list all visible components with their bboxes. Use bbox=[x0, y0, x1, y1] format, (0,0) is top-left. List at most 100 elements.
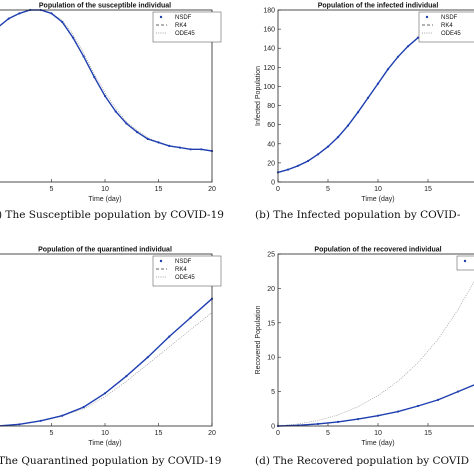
x-axis-label: Time (day) bbox=[361, 440, 394, 447]
x-tick-label: 15 bbox=[424, 430, 432, 437]
y-tick-label: 100 bbox=[263, 84, 275, 91]
chart-title: Population of the recovered individual bbox=[314, 247, 441, 254]
data-point-nsdf bbox=[306, 159, 310, 163]
data-point-nsdf bbox=[436, 398, 440, 401]
data-point-nsdf bbox=[346, 124, 350, 127]
x-axis-label: Time (day) bbox=[361, 196, 394, 203]
data-point-nsdf bbox=[93, 76, 96, 79]
x-tick-label: 10 bbox=[374, 430, 382, 437]
series-line-ode45 bbox=[0, 312, 213, 427]
data-point-nsdf bbox=[178, 146, 181, 149]
data-point-nsdf bbox=[316, 422, 320, 425]
y-tick-label: 5 bbox=[271, 389, 275, 396]
data-point-nsdf bbox=[356, 418, 360, 421]
data-point-nsdf bbox=[316, 153, 320, 156]
x-tick-label: 5 bbox=[50, 186, 54, 193]
y-tick-label: 120 bbox=[263, 65, 275, 72]
data-point-nsdf bbox=[396, 410, 400, 413]
legend-marker-nsdf bbox=[159, 259, 163, 263]
data-point-nsdf bbox=[103, 94, 107, 98]
x-tick-label: 0 bbox=[276, 430, 280, 437]
y-tick-label: 15 bbox=[267, 320, 275, 327]
legend-entry: RK4 bbox=[441, 23, 453, 29]
legend-entry: RK4 bbox=[175, 23, 187, 29]
legend-entry: NSDF bbox=[175, 259, 192, 265]
data-point-nsdf bbox=[146, 137, 149, 141]
data-point-nsdf bbox=[456, 390, 460, 393]
data-point-nsdf bbox=[136, 131, 139, 134]
chart-panel-1: Population of the susceptible individual… bbox=[0, 3, 224, 221]
data-point-nsdf bbox=[50, 12, 53, 15]
data-point-nsdf bbox=[376, 82, 380, 85]
x-tick-label: 10 bbox=[101, 186, 109, 193]
series-line-nsdf bbox=[277, 384, 474, 427]
x-tick-label: 5 bbox=[326, 186, 330, 193]
chart-title: Population of the infected individual bbox=[318, 3, 439, 10]
data-point-nsdf bbox=[125, 122, 128, 125]
y-tick-label: 80 bbox=[267, 103, 275, 110]
x-tick-label: 15 bbox=[155, 430, 163, 437]
data-point-nsdf bbox=[82, 406, 85, 409]
data-point-nsdf bbox=[157, 141, 160, 144]
subfigure-caption: (b) The Infected population by COVID- bbox=[255, 209, 461, 221]
data-point-nsdf bbox=[416, 36, 420, 39]
x-tick-label: 15 bbox=[155, 186, 163, 193]
y-tick-label: 140 bbox=[263, 46, 275, 53]
data-point-nsdf bbox=[7, 17, 10, 20]
plot-frame bbox=[277, 253, 474, 427]
legend-marker-nsdf bbox=[425, 15, 429, 19]
legend-entry: NSDF bbox=[175, 15, 192, 21]
y-tick-label: 25 bbox=[267, 252, 275, 259]
data-point-nsdf bbox=[326, 145, 330, 148]
data-point-nsdf bbox=[71, 36, 74, 39]
y-tick-label: 20 bbox=[267, 160, 275, 167]
legend-entry: ODE45 bbox=[175, 275, 195, 281]
data-point-nsdf bbox=[146, 356, 149, 359]
data-point-nsdf bbox=[336, 136, 340, 139]
legend-entry: ODE45 bbox=[441, 31, 461, 37]
series-line-rk4 bbox=[277, 19, 474, 173]
legend-marker-nsdf bbox=[159, 15, 163, 19]
data-point-nsdf bbox=[114, 110, 117, 113]
data-point-nsdf bbox=[296, 164, 300, 167]
x-tick-label: 20 bbox=[208, 186, 216, 193]
x-tick-label: 15 bbox=[424, 186, 432, 193]
legend-marker-nsdf bbox=[463, 259, 467, 263]
chart-title: Population of the quarantined individual bbox=[38, 247, 172, 254]
series-line-nsdf bbox=[0, 298, 213, 427]
data-point-nsdf bbox=[286, 168, 290, 171]
legend-box bbox=[152, 11, 222, 43]
y-tick-label: 60 bbox=[267, 122, 275, 129]
x-tick-label: 0 bbox=[276, 186, 280, 193]
series-line-nsdf bbox=[277, 19, 474, 174]
data-point-nsdf bbox=[82, 55, 85, 58]
chart-panel-4: Population of the recovered individual 0 5… bbox=[255, 247, 474, 467]
y-tick-label: 180 bbox=[263, 8, 275, 15]
subfigure-caption: ) The Susceptible population by COVID-19 bbox=[0, 209, 224, 221]
x-tick-label: 5 bbox=[326, 430, 330, 437]
series-line-ode45 bbox=[277, 19, 474, 173]
data-point-nsdf bbox=[168, 144, 171, 147]
data-point-nsdf bbox=[18, 423, 21, 426]
data-point-nsdf bbox=[356, 111, 360, 114]
legend-entry: RK4 bbox=[175, 267, 187, 273]
series-line-ode45 bbox=[277, 281, 474, 427]
y-axis-label: Infected Population bbox=[255, 66, 262, 126]
data-point-nsdf bbox=[18, 12, 21, 15]
y-axis-label: Recovered Population bbox=[255, 305, 262, 374]
data-point-nsdf bbox=[103, 392, 107, 395]
x-tick-label: 5 bbox=[50, 430, 54, 437]
data-point-nsdf bbox=[416, 404, 420, 408]
subfigure-caption: The Quarantined population by COVID-19 bbox=[0, 455, 221, 467]
data-point-nsdf bbox=[336, 420, 340, 423]
x-axis-label: Time (day) bbox=[88, 196, 121, 203]
y-tick-label: 40 bbox=[267, 141, 275, 148]
chart-panel-3: Population of the quarantined individual… bbox=[0, 247, 221, 467]
legend-entry: NSDF bbox=[441, 15, 458, 21]
y-tick-label: 10 bbox=[267, 355, 275, 362]
chart-panel-2: Population of the infected individual 0 5 1… bbox=[255, 3, 474, 221]
data-point-nsdf bbox=[366, 96, 370, 99]
subfigure-caption: (d) The Recovered population by COVID bbox=[255, 455, 469, 467]
chart-title: Population of the susceptible individual bbox=[39, 3, 171, 10]
